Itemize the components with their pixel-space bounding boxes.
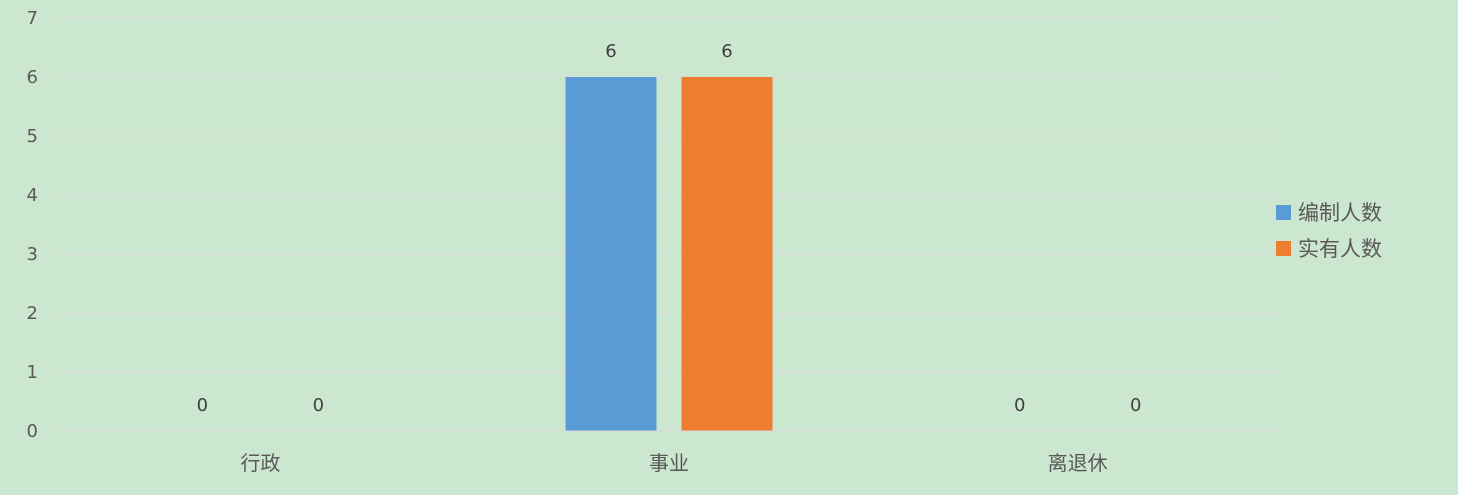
x-category-label: 离退休 <box>1048 451 1108 475</box>
data-label: 0 <box>1014 395 1025 416</box>
bars <box>565 77 773 431</box>
legend-label: 编制人数 <box>1298 201 1382 225</box>
bar-shiyou-1 <box>681 77 773 431</box>
legend-swatch <box>1276 205 1291 220</box>
legend-label: 实有人数 <box>1298 237 1382 261</box>
x-category-label: 行政 <box>240 451 280 475</box>
data-label: 0 <box>313 395 324 416</box>
data-label: 6 <box>605 41 616 62</box>
gridlines <box>56 17 1282 432</box>
y-tick-label: 3 <box>27 244 38 265</box>
data-labels: 0 0 6 6 0 0 <box>197 41 1142 416</box>
data-label: 0 <box>197 395 208 416</box>
y-tick-label: 5 <box>27 126 38 147</box>
y-tick-label: 2 <box>27 303 38 324</box>
x-category-label: 事业 <box>649 451 689 475</box>
y-tick-label: 7 <box>27 8 38 29</box>
y-tick-label: 6 <box>27 67 38 88</box>
y-tick-label: 4 <box>27 185 38 206</box>
x-axis: 行政 事业 离退休 <box>56 430 1282 475</box>
data-label: 0 <box>1130 395 1141 416</box>
data-label: 6 <box>721 41 732 62</box>
bar-bianzhi-1 <box>565 77 657 431</box>
y-axis: 0 1 2 3 4 5 6 7 <box>27 8 38 442</box>
legend-swatch <box>1276 241 1291 256</box>
y-tick-label: 0 <box>27 421 38 442</box>
y-tick-label: 1 <box>27 362 38 383</box>
